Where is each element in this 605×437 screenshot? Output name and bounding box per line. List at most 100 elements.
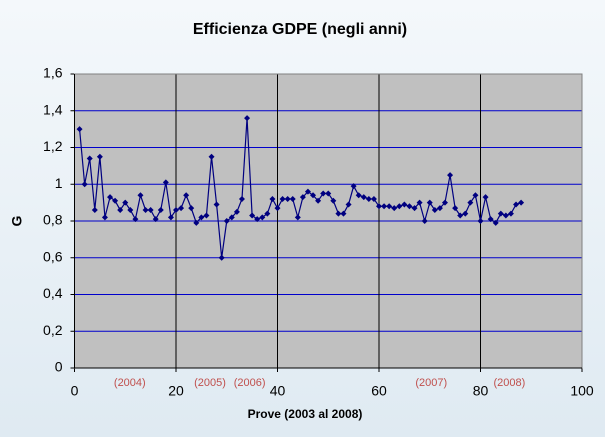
data-point — [228, 214, 235, 221]
data-point — [507, 210, 514, 217]
data-point — [274, 205, 281, 212]
data-point — [355, 192, 362, 199]
data-point — [447, 172, 454, 179]
data-point — [370, 195, 377, 202]
data-point — [477, 218, 484, 224]
data-point — [518, 199, 525, 206]
x-tick-label: 80 — [473, 383, 489, 399]
data-point — [401, 201, 408, 208]
data-point — [406, 203, 413, 210]
data-point — [254, 216, 261, 223]
x-tick-label: 60 — [371, 383, 387, 399]
data-point — [259, 214, 266, 221]
data-point — [441, 199, 448, 206]
data-point — [502, 212, 509, 219]
data-point — [183, 192, 190, 199]
data-point — [315, 197, 322, 204]
annotation: (2007) — [415, 377, 447, 389]
data-point — [345, 201, 352, 208]
x-tick-label: 100 — [570, 383, 594, 399]
data-point — [96, 153, 103, 160]
data-point — [122, 199, 129, 206]
data-point — [147, 206, 154, 213]
x-tick-label: 0 — [71, 383, 79, 399]
data-point — [289, 195, 296, 202]
y-tick-label: 0 — [55, 359, 63, 375]
y-tick-label: 0,4 — [43, 285, 63, 301]
annotation: (2005) — [194, 377, 226, 389]
data-point — [325, 190, 332, 197]
y-tick-label: 0,2 — [43, 322, 63, 338]
data-point — [244, 115, 251, 122]
data-point — [310, 192, 317, 199]
data-point — [335, 210, 342, 217]
x-tick-label: 40 — [270, 383, 286, 399]
data-point — [208, 153, 215, 160]
data-point — [132, 216, 139, 223]
data-point — [249, 212, 256, 219]
data-point — [294, 214, 301, 221]
data-point — [76, 126, 83, 133]
data-point — [421, 218, 428, 224]
annotation: (2006) — [234, 377, 266, 389]
data-point — [492, 219, 499, 226]
data-point — [233, 208, 240, 215]
data-point — [81, 181, 88, 188]
data-point — [178, 205, 185, 212]
data-point — [320, 190, 327, 197]
data-point — [365, 195, 372, 202]
data-point — [462, 210, 469, 217]
data-point — [497, 210, 504, 217]
data-point — [86, 155, 93, 162]
data-point — [142, 206, 149, 213]
data-point — [213, 201, 220, 208]
annotation: (2004) — [114, 377, 146, 389]
data-point — [376, 203, 382, 210]
data-point — [173, 206, 179, 213]
data-point — [157, 206, 164, 213]
data-point — [304, 188, 311, 195]
data-point — [386, 203, 393, 210]
data-point — [127, 206, 134, 213]
y-tick-label: 0,8 — [43, 212, 63, 228]
data-point — [162, 179, 169, 186]
data-point — [330, 197, 337, 204]
data-point — [279, 195, 286, 202]
data-point — [152, 216, 159, 223]
y-tick-label: 1,2 — [43, 138, 63, 154]
data-point — [416, 199, 423, 206]
data-point — [457, 212, 464, 219]
data-point — [452, 205, 459, 212]
data-point — [396, 203, 403, 210]
data-point — [137, 192, 144, 199]
data-point — [350, 183, 357, 190]
data-point — [101, 214, 108, 221]
data-point — [107, 194, 114, 201]
data-point — [381, 203, 388, 210]
data-point — [299, 194, 306, 201]
y-tick-label: 1,6 — [43, 65, 63, 81]
data-point — [223, 218, 230, 224]
data-point — [167, 214, 174, 221]
data-point — [391, 205, 398, 212]
data-point — [112, 197, 119, 204]
data-point — [467, 199, 474, 206]
data-point — [269, 195, 276, 202]
data-point — [487, 216, 494, 223]
data-point — [264, 210, 271, 217]
data-point — [117, 206, 124, 213]
data-point — [472, 192, 479, 199]
data-point — [436, 205, 443, 212]
x-axis-label: Prove (2003 al 2008) — [248, 407, 363, 421]
data-point — [188, 205, 195, 212]
annotation: (2008) — [494, 377, 526, 389]
y-axis-label: G — [9, 215, 25, 226]
y-tick-label: 0,6 — [43, 248, 63, 264]
data-point — [482, 194, 489, 201]
y-tick-label: 1 — [55, 175, 63, 191]
data-point — [91, 206, 98, 213]
data-point — [193, 219, 200, 226]
data-point — [340, 210, 347, 217]
data-point — [360, 194, 367, 201]
data-point — [426, 199, 433, 206]
